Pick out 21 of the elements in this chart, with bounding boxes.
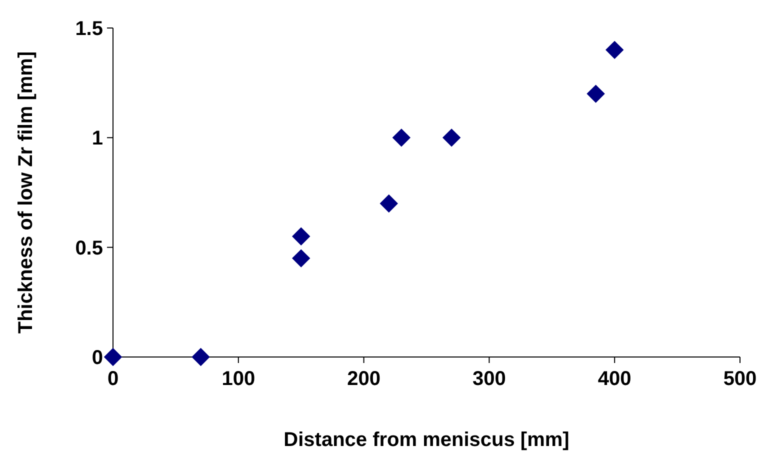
point	[380, 194, 398, 213]
point	[192, 348, 210, 366]
point	[292, 227, 310, 246]
y-tick-label: 1	[92, 128, 103, 150]
x-tick-label: 100	[222, 368, 256, 390]
y-axis-title: Thickness of low Zr film [mm]	[15, 51, 37, 334]
x-tick-label: 200	[347, 368, 380, 390]
y-tick-label: 0.5	[75, 237, 103, 260]
y-tick-label: 1.5	[75, 18, 103, 40]
point	[392, 128, 411, 147]
point	[605, 40, 624, 60]
x-tick-label: 400	[598, 368, 632, 390]
y-tick-label: 0	[92, 347, 103, 369]
x-tick-label: 300	[472, 368, 506, 390]
x-axis-title: Distance from meniscus [mm]	[284, 429, 570, 451]
point	[586, 84, 605, 103]
x-tick-label: 500	[723, 368, 757, 390]
point	[104, 348, 122, 366]
point	[292, 249, 310, 268]
x-tick-label: 0	[107, 368, 119, 390]
point	[442, 128, 461, 147]
